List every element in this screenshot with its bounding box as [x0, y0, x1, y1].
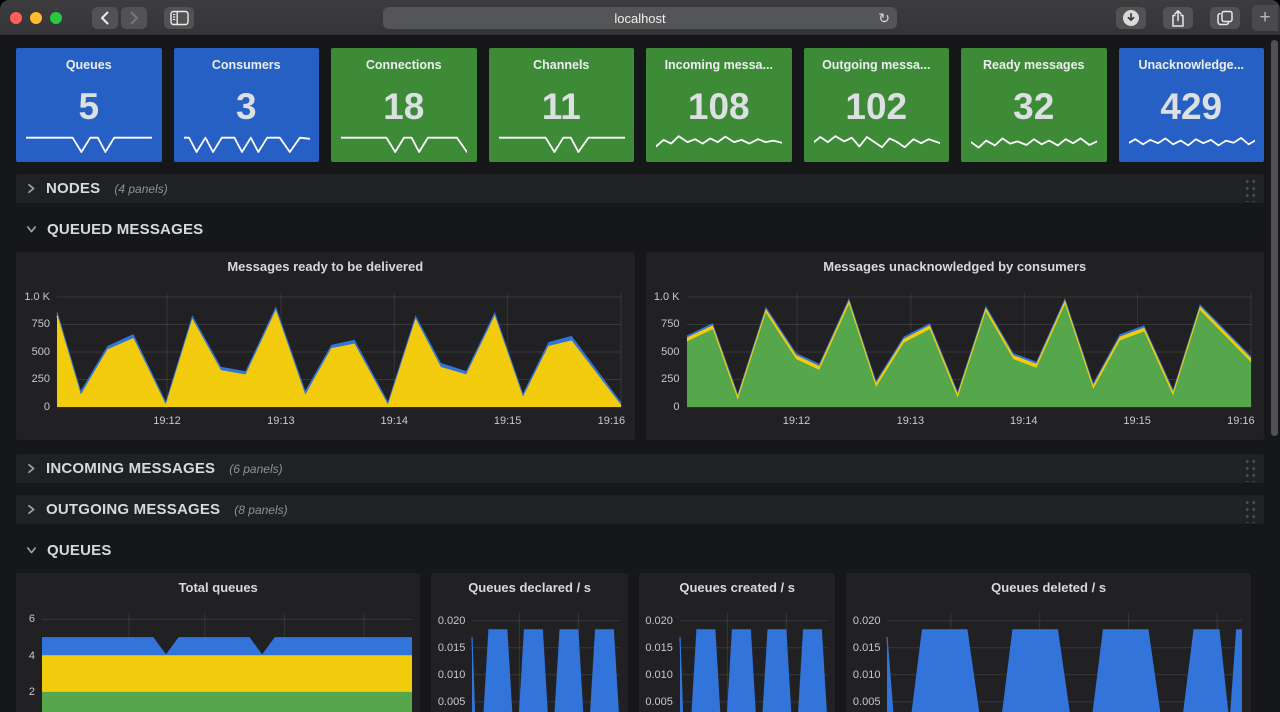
row-drag-handle-icon[interactable]	[1243, 497, 1256, 523]
dashboard-row-outgoing-messages[interactable]: OUTGOING MESSAGES (8 panels)	[16, 495, 1264, 524]
browser-window: localhost ↻ + Queues 5 Consumers	[0, 0, 1280, 712]
dashboard-row-queues[interactable]: QUEUES	[16, 536, 1264, 564]
messages-ready-chart[interactable]: 1.0 K750500250019:1219:1319:1419:1519:16	[57, 292, 621, 407]
traffic-lights	[10, 12, 62, 24]
minimize-window-button[interactable]	[30, 12, 42, 24]
tab-overview-button[interactable]	[1210, 7, 1240, 29]
panel-messages-unacknowledged: Messages unacknowledged by consumers 1.0…	[646, 252, 1265, 440]
downloads-button[interactable]	[1116, 7, 1146, 29]
panel-queues-declared: Queues declared / s 0.0200.0150.0100.005	[431, 573, 628, 712]
share-button[interactable]	[1163, 7, 1193, 29]
panel-title: Messages ready to be delivered	[16, 252, 635, 280]
stat-value: 102	[804, 72, 950, 123]
total-queues-chart[interactable]: 642	[42, 613, 412, 712]
row-title: OUTGOING MESSAGES	[46, 501, 220, 518]
grafana-dashboard: Queues 5 Consumers 3 Connections 18 Chan…	[0, 36, 1280, 712]
chevron-down-icon	[26, 224, 37, 234]
row-title: NODES	[46, 180, 100, 197]
stat-title: Queues	[16, 58, 162, 72]
stat-panel-incoming-messages[interactable]: Incoming messa... 108	[646, 48, 792, 162]
sparkline-chart	[184, 128, 310, 154]
queues-created-chart[interactable]: 0.0200.0150.0100.005	[680, 613, 828, 712]
sparkline-chart	[971, 128, 1097, 154]
stat-title: Connections	[331, 58, 477, 72]
sparkline-chart	[341, 128, 467, 154]
chevron-right-icon	[127, 10, 141, 26]
stat-value: 429	[1119, 72, 1265, 123]
messages-unacknowledged-chart[interactable]: 1.0 K750500250019:1219:1319:1419:1519:16	[687, 292, 1251, 407]
sparkline-chart	[499, 128, 625, 154]
sparkline-chart	[656, 128, 782, 154]
row-title: QUEUED MESSAGES	[47, 221, 203, 238]
stat-value: 108	[646, 72, 792, 123]
stat-panel-ready-messages[interactable]: Ready messages 32	[961, 48, 1107, 162]
panel-messages-ready: Messages ready to be delivered 1.0 K7505…	[16, 252, 635, 440]
tabs-icon	[1216, 9, 1234, 27]
stat-title: Channels	[489, 58, 635, 72]
sparkline-chart	[26, 128, 152, 154]
queues-declared-chart[interactable]: 0.0200.0150.0100.005	[472, 613, 620, 712]
stat-value: 11	[489, 72, 635, 123]
reload-icon[interactable]: ↻	[878, 10, 890, 27]
stat-panel-consumers[interactable]: Consumers 3	[174, 48, 320, 162]
stat-panel-channels[interactable]: Channels 11	[489, 48, 635, 162]
stat-title: Consumers	[174, 58, 320, 72]
stat-title: Unacknowledge...	[1119, 58, 1265, 72]
sparkline-chart	[814, 128, 940, 154]
row-panel-count: (8 panels)	[234, 503, 287, 517]
panel-total-queues: Total queues 642	[16, 573, 420, 712]
panel-queues-deleted: Queues deleted / s 0.0200.0150.0100.005	[846, 573, 1250, 712]
dashboard-row-incoming-messages[interactable]: INCOMING MESSAGES (6 panels)	[16, 454, 1264, 483]
stat-panel-queues[interactable]: Queues 5	[16, 48, 162, 162]
stat-panel-unacknowledged[interactable]: Unacknowledge... 429	[1119, 48, 1265, 162]
stat-title: Outgoing messa...	[804, 58, 950, 72]
panel-title: Total queues	[16, 573, 420, 601]
stat-value: 3	[174, 72, 320, 123]
url-text: localhost	[614, 11, 665, 26]
row-panel-count: (6 panels)	[229, 462, 282, 476]
row-panel-count: (4 panels)	[114, 182, 167, 196]
chevron-right-icon	[26, 504, 36, 515]
panel-title: Queues declared / s	[431, 573, 628, 601]
zoom-window-button[interactable]	[50, 12, 62, 24]
panel-title: Queues created / s	[639, 573, 836, 601]
sparkline-chart	[1129, 128, 1255, 154]
panel-queues-created: Queues created / s 0.0200.0150.0100.005	[639, 573, 836, 712]
back-button[interactable]	[92, 7, 118, 29]
address-bar[interactable]: localhost ↻	[383, 7, 897, 29]
close-window-button[interactable]	[10, 12, 22, 24]
browser-titlebar: localhost ↻ +	[0, 0, 1280, 36]
stat-panel-outgoing-messages[interactable]: Outgoing messa... 102	[804, 48, 950, 162]
new-tab-button[interactable]: +	[1252, 5, 1278, 31]
page-scrollbar[interactable]	[1271, 40, 1278, 436]
queues-deleted-chart[interactable]: 0.0200.0150.0100.005	[887, 613, 1242, 712]
row-drag-handle-icon[interactable]	[1243, 456, 1256, 482]
stat-title: Ready messages	[961, 58, 1107, 72]
dashboard-row-nodes[interactable]: NODES (4 panels)	[16, 174, 1264, 203]
stat-value: 18	[331, 72, 477, 123]
chevron-down-icon	[26, 545, 37, 555]
forward-button[interactable]	[121, 7, 147, 29]
sidebar-toggle-button[interactable]	[164, 7, 194, 29]
panel-title: Messages unacknowledged by consumers	[646, 252, 1265, 280]
download-icon	[1122, 9, 1140, 27]
row-drag-handle-icon[interactable]	[1243, 176, 1256, 202]
dashboard-row-queued-messages[interactable]: QUEUED MESSAGES	[16, 215, 1264, 243]
stat-panels-row: Queues 5 Consumers 3 Connections 18 Chan…	[16, 48, 1264, 162]
row-title: INCOMING MESSAGES	[46, 460, 215, 477]
chevron-right-icon	[26, 183, 36, 194]
share-icon	[1169, 9, 1187, 28]
sidebar-icon	[170, 10, 189, 26]
row-title: QUEUES	[47, 542, 112, 559]
stat-title: Incoming messa...	[646, 58, 792, 72]
chevron-left-icon	[98, 10, 112, 26]
chevron-right-icon	[26, 463, 36, 474]
stat-panel-connections[interactable]: Connections 18	[331, 48, 477, 162]
stat-value: 5	[16, 72, 162, 123]
stat-value: 32	[961, 72, 1107, 123]
panel-title: Queues deleted / s	[846, 573, 1250, 601]
